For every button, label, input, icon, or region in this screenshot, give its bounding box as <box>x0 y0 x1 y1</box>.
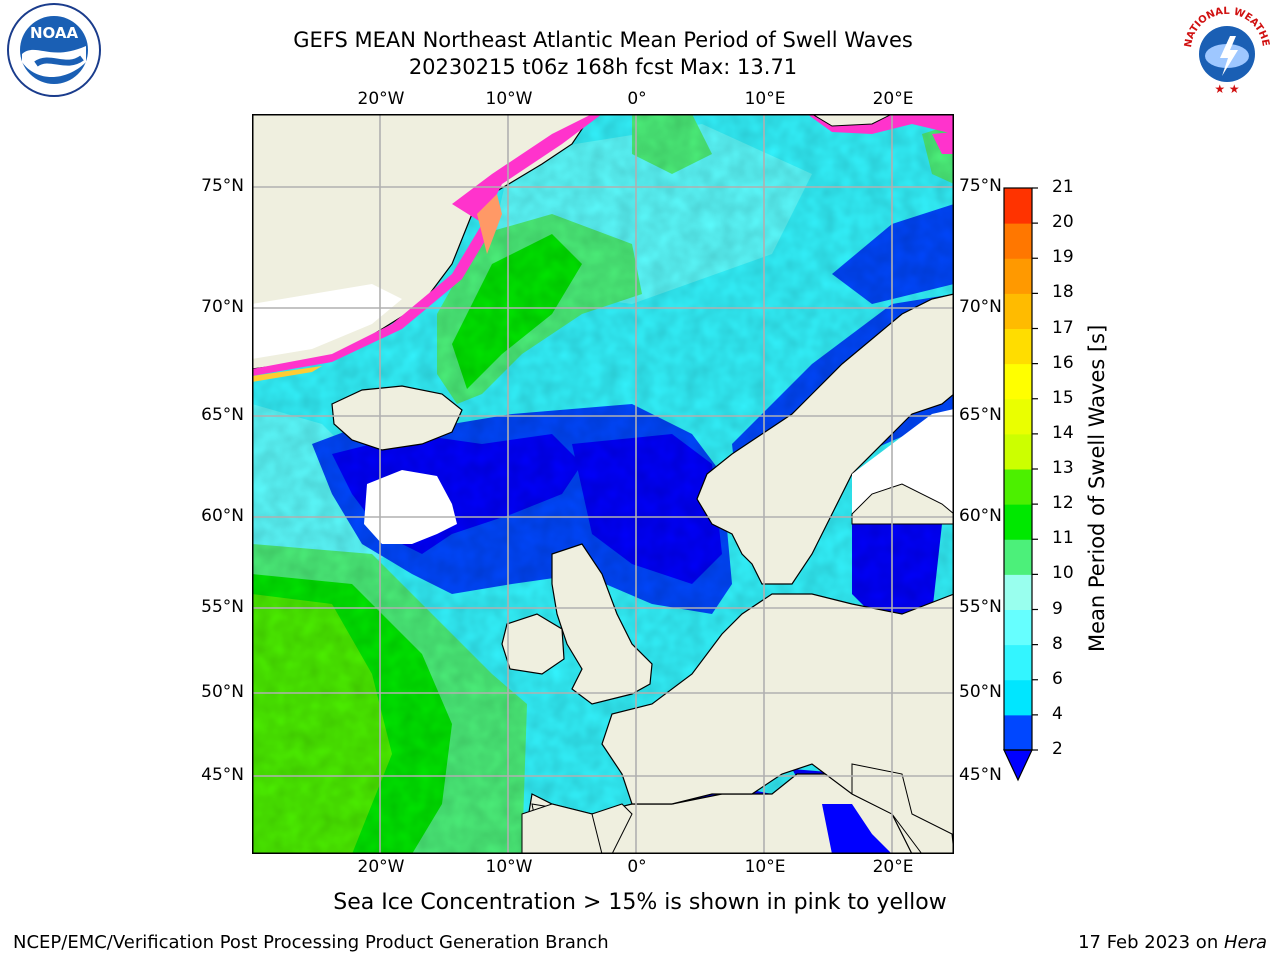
colorbar-tick-label: 8 <box>1052 633 1063 654</box>
colorbar-tick-label: 14 <box>1052 422 1074 443</box>
colorbar-tick-label: 12 <box>1052 493 1074 514</box>
lat-label-right-55n: 55°N <box>959 597 1002 617</box>
lat-label-left-50n: 50°N <box>201 682 244 702</box>
lat-label-right-60n: 60°N <box>959 506 1002 526</box>
swell-period-map <box>252 114 954 854</box>
colorbar-segment <box>1004 223 1032 259</box>
colorbar-segment <box>1004 328 1032 365</box>
colorbar-tick-label: 2 <box>1052 739 1063 759</box>
map-subtitle: 20230215 t06z 168h fcst Max: 13.71 <box>408 55 798 79</box>
colorbar-segment <box>1004 293 1032 329</box>
lat-label-right-65n: 65°N <box>959 405 1002 425</box>
colorbar <box>1003 187 1038 782</box>
lon-label-top-10w: 10°W <box>485 89 533 109</box>
colorbar-tick-label: 16 <box>1052 352 1074 373</box>
lon-label-bottom-10e: 10°E <box>744 857 786 877</box>
lon-label-top-0: 0° <box>627 89 647 109</box>
colorbar-segment <box>1004 644 1032 681</box>
footer-date: 17 Feb 2023 on Hera <box>1078 932 1267 953</box>
lat-label-right-50n: 50°N <box>959 682 1002 702</box>
lat-label-left-65n: 65°N <box>201 405 244 425</box>
lon-label-top-10e: 10°E <box>744 89 786 109</box>
graticule <box>252 114 954 854</box>
lon-label-bottom-10w: 10°W <box>485 857 533 877</box>
colorbar-segment <box>1004 574 1032 610</box>
noaa-logo-text: NOAA <box>30 24 79 42</box>
ireland-land <box>501 613 565 675</box>
footer-date-text: 17 Feb 2023 on <box>1078 932 1224 953</box>
colorbar-segment <box>1004 679 1032 716</box>
colorbar-segment <box>1004 398 1032 435</box>
svg-text:★ ★: ★ ★ <box>1214 82 1239 96</box>
lat-label-left-55n: 55°N <box>201 597 244 617</box>
colorbar-tick-label: 19 <box>1052 247 1074 268</box>
footer-credit: NCEP/EMC/Verification Post Processing Pr… <box>13 932 609 953</box>
sea-ice-note: Sea Ice Concentration > 15% is shown in … <box>333 890 947 915</box>
colorbar-tick-label: 10 <box>1052 563 1074 584</box>
colorbar-segment <box>1004 609 1032 646</box>
colorbar-segment <box>1004 539 1032 575</box>
colorbar-tick-label: 4 <box>1052 703 1063 724</box>
lat-label-left-45n: 45°N <box>201 765 244 785</box>
colorbar-tick-label: 17 <box>1052 317 1074 338</box>
lon-label-bottom-20e: 20°E <box>872 857 914 877</box>
colorbar-title: Mean Period of Swell Waves [s] <box>1085 324 1109 652</box>
iceland-land <box>331 385 463 451</box>
sea-ice-edge <box>252 114 602 376</box>
map-title: GEFS MEAN Northeast Atlantic Mean Period… <box>293 28 913 52</box>
colorbar-tick-label: 18 <box>1052 282 1074 303</box>
colorbar-tick-label: 13 <box>1052 458 1074 478</box>
lat-label-right-70n: 70°N <box>959 297 1002 317</box>
lon-label-bottom-0: 0° <box>627 857 647 877</box>
map-border <box>252 114 954 854</box>
colorbar-segment <box>1004 433 1032 470</box>
footer-host: Hera <box>1223 932 1267 953</box>
lon-label-bottom-20w: 20°W <box>357 857 405 877</box>
colorbar-segment <box>1004 469 1032 505</box>
colorbar-extend-arrow <box>1003 749 1033 782</box>
colorbar-tick-label: 9 <box>1052 598 1063 619</box>
colorbar-segment <box>1004 188 1032 224</box>
colorbar-tick-label: 20 <box>1052 212 1074 233</box>
lat-label-left-60n: 60°N <box>201 506 244 526</box>
lon-label-top-20w: 20°W <box>357 89 405 109</box>
noaa-logo-icon: NOAA <box>7 3 101 97</box>
colorbar-segment <box>1004 363 1032 400</box>
lat-label-left-75n: 75°N <box>201 176 244 196</box>
colorbar-tick-label: 15 <box>1052 387 1074 408</box>
iberia-land <box>521 803 603 854</box>
nws-logo-icon: NATIONAL WEATHER SERVICE ★ ★ <box>1178 2 1273 96</box>
colorbar-segment <box>1004 258 1032 294</box>
colorbar-tick-label: 21 <box>1052 177 1074 197</box>
colorbar-tick-label: 6 <box>1052 668 1063 689</box>
colorbar-segment <box>1004 714 1032 751</box>
lat-label-right-45n: 45°N <box>959 765 1002 785</box>
colorbar-tick-label: 11 <box>1052 528 1074 549</box>
lat-label-right-75n: 75°N <box>959 176 1002 196</box>
colorbar-segment <box>1004 504 1032 540</box>
lon-label-top-20e: 20°E <box>872 89 914 109</box>
great-britain-land <box>551 543 653 705</box>
lat-label-left-70n: 70°N <box>201 297 244 317</box>
